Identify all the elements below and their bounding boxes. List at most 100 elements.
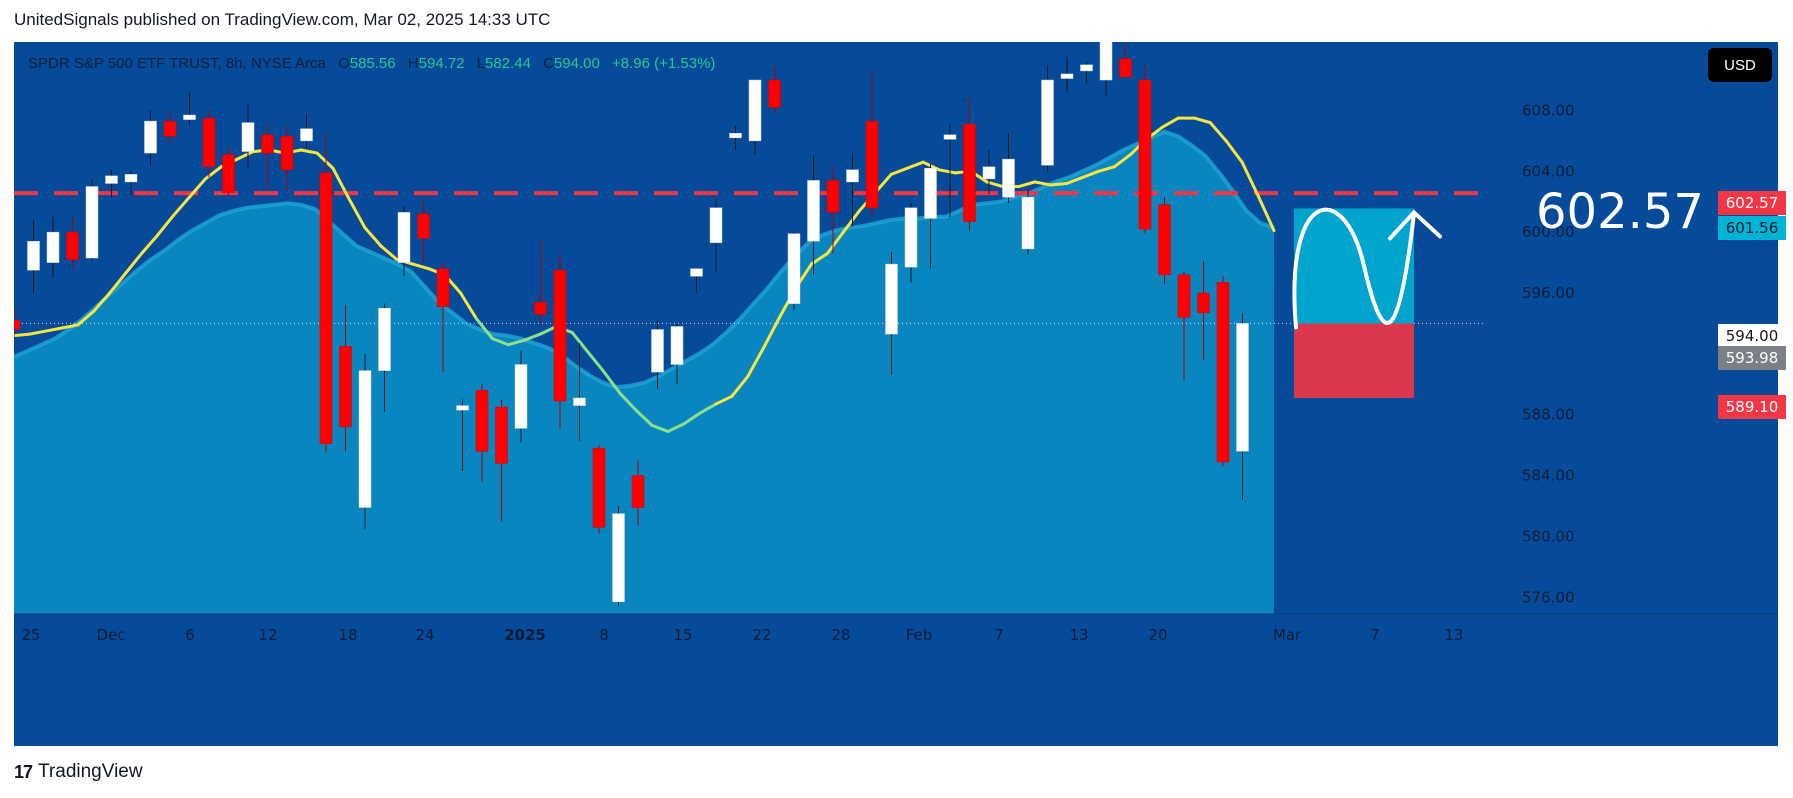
x-tick-label: 12: [258, 626, 277, 644]
candle-body: [144, 120, 157, 154]
ema-segment: [714, 394, 734, 406]
prev-close-label: 593.98: [1718, 346, 1786, 370]
candle-body: [1158, 204, 1171, 276]
ema-segment: [586, 350, 606, 374]
ema-segment: [746, 346, 766, 379]
candle-body: [534, 301, 547, 315]
candle: [670, 323, 684, 385]
candle-body: [163, 120, 177, 137]
candle-body: [846, 169, 859, 183]
candle: [1138, 64, 1152, 234]
ema-segment: [92, 291, 112, 313]
candle-body: [514, 364, 528, 429]
candle-body: [202, 117, 216, 167]
published-header: UnitedSignals published on TradingView.c…: [14, 10, 551, 29]
candle: [417, 200, 430, 263]
candle-body: [768, 79, 781, 108]
candle: [261, 125, 274, 187]
candle-body: [748, 79, 762, 142]
candle: [1119, 45, 1132, 78]
ema-segment: [475, 317, 494, 341]
ema-segment: [538, 324, 558, 336]
ema-segment: [363, 226, 383, 248]
ma-price-label: 601.56: [1718, 216, 1786, 240]
ema-segment: [1097, 165, 1117, 173]
y-tick-label: 588.00: [1522, 406, 1575, 424]
candle-body: [456, 405, 469, 411]
last-price-label: 594.00: [1718, 324, 1786, 348]
ema-segment: [1256, 194, 1276, 233]
candle-body: [670, 326, 684, 365]
ema-segment: [140, 233, 160, 255]
candle-body: [709, 207, 723, 244]
candle: [709, 198, 723, 272]
ema-segment: [331, 166, 351, 201]
price-chart[interactable]: 576.00 580.00 584.00 588.00 596.00 600.00 604.…: [14, 42, 1778, 746]
ema-segment: [506, 338, 526, 347]
candle: [534, 239, 547, 324]
ema-segment: [315, 151, 335, 170]
high-value: 594.72: [418, 55, 465, 72]
low-label: L: [476, 55, 486, 72]
candle: [514, 350, 528, 443]
candle-body: [358, 370, 372, 508]
candle-body: [1138, 79, 1152, 230]
candle: [1002, 133, 1015, 204]
candle-body: [124, 174, 138, 183]
stop-zone: [1294, 323, 1414, 398]
candle: [885, 251, 898, 376]
candle-body: [280, 136, 294, 171]
candle: [1060, 57, 1074, 93]
x-tick-label: 28: [831, 626, 850, 644]
ema-segment: [570, 331, 590, 354]
candle: [651, 320, 664, 389]
ema-segment: [76, 309, 96, 327]
candle: [300, 113, 313, 149]
ema-segment: [618, 391, 638, 412]
symbol-name: SPDR S&P 500 ETF TRUST, 8h, NYSE Arca: [28, 55, 326, 72]
chart-area[interactable]: 576.00 580.00 584.00 588.00 596.00 600.00 604.…: [14, 42, 1786, 746]
ema-segment: [299, 148, 319, 155]
ema-segment: [889, 166, 909, 176]
candle-body: [1041, 79, 1054, 166]
high-label: H: [407, 55, 419, 72]
projection-curve: [1292, 207, 1416, 330]
tradingview-logo[interactable]: 17 TradingView: [14, 761, 143, 783]
candle: [144, 110, 157, 166]
ema-segment: [44, 326, 64, 333]
candle-body: [85, 186, 99, 259]
candle-body: [651, 329, 664, 373]
x-tick-label: 22: [752, 626, 771, 644]
ema-segment: [985, 180, 1005, 189]
candle: [573, 343, 586, 441]
candle-body: [826, 180, 840, 213]
ema-segment: [634, 408, 654, 427]
x-tick-label: 6: [185, 626, 195, 644]
candle: [612, 505, 625, 607]
x-tick-label: 25: [21, 626, 40, 644]
x-tick-label: 7: [994, 626, 1004, 644]
candle: [924, 163, 937, 269]
candle: [163, 110, 177, 143]
ema-segment: [1065, 175, 1085, 185]
candle: [85, 178, 99, 262]
candle-body: [261, 134, 274, 154]
candle-body: [66, 231, 79, 260]
candle-body: [865, 120, 879, 209]
ema-segment: [1017, 180, 1037, 189]
ema-segment: [459, 291, 479, 321]
currency-button[interactable]: USD: [1708, 48, 1772, 82]
candle-body: [592, 447, 606, 528]
candle: [787, 232, 801, 310]
candle-body: [787, 233, 801, 304]
ema-segment: [411, 262, 431, 271]
ema-segment: [937, 168, 957, 175]
candle: [436, 262, 450, 373]
x-tick-label: Dec: [96, 626, 125, 644]
candle-body: [963, 123, 976, 222]
candle-body: [378, 307, 391, 371]
ema-segment: [1113, 153, 1132, 169]
candle-body: [241, 122, 255, 152]
projection-arrowhead: [1388, 209, 1442, 241]
candle-body: [105, 175, 118, 184]
